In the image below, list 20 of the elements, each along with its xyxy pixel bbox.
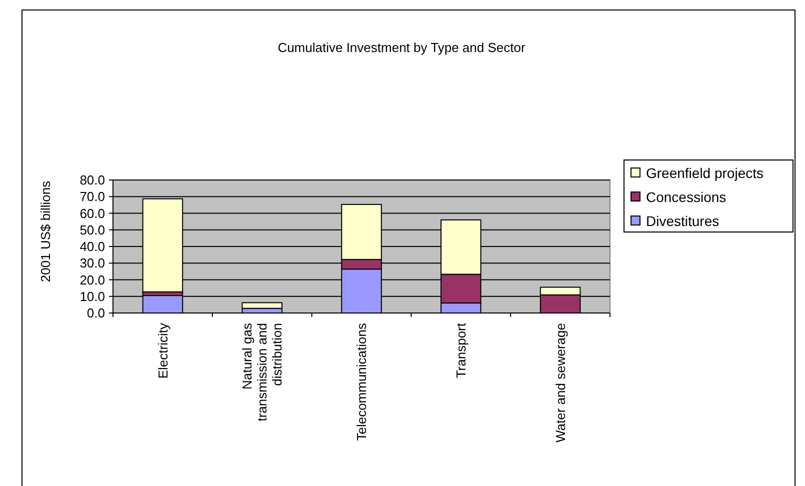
x-tick-label: Water and sewerage (552, 323, 568, 442)
legend-label: Concessions (646, 188, 726, 205)
y-tick-label: 10.0 (80, 288, 105, 304)
bar (242, 302, 282, 309)
y-tick-label: 30.0 (80, 256, 105, 271)
y-tick-label: 70.0 (80, 189, 105, 204)
y-tick-label: 20.0 (80, 272, 105, 288)
x-tick-label: Natural gas transmission and distribution (240, 322, 285, 422)
x-tick-label: Electricity (155, 322, 170, 379)
y-tick-label: 50.0 (80, 222, 105, 238)
x-tick-label: Telecommunications (354, 322, 370, 441)
y-tick-label: 0.0 (86, 306, 105, 321)
chart-title: Cumulative Investment by Type and Sector (278, 40, 526, 55)
y-tick-label: 40.0 (80, 239, 105, 254)
y-tick-label: 60.0 (80, 206, 105, 221)
legend-label: Divestitures (646, 212, 720, 229)
x-tick-label: Transport (453, 322, 468, 378)
y-axis-title: 2001 US$ billions (38, 180, 53, 282)
legend-label: Greenfield projects (646, 164, 764, 181)
y-tick-label: 80.0 (80, 172, 105, 188)
